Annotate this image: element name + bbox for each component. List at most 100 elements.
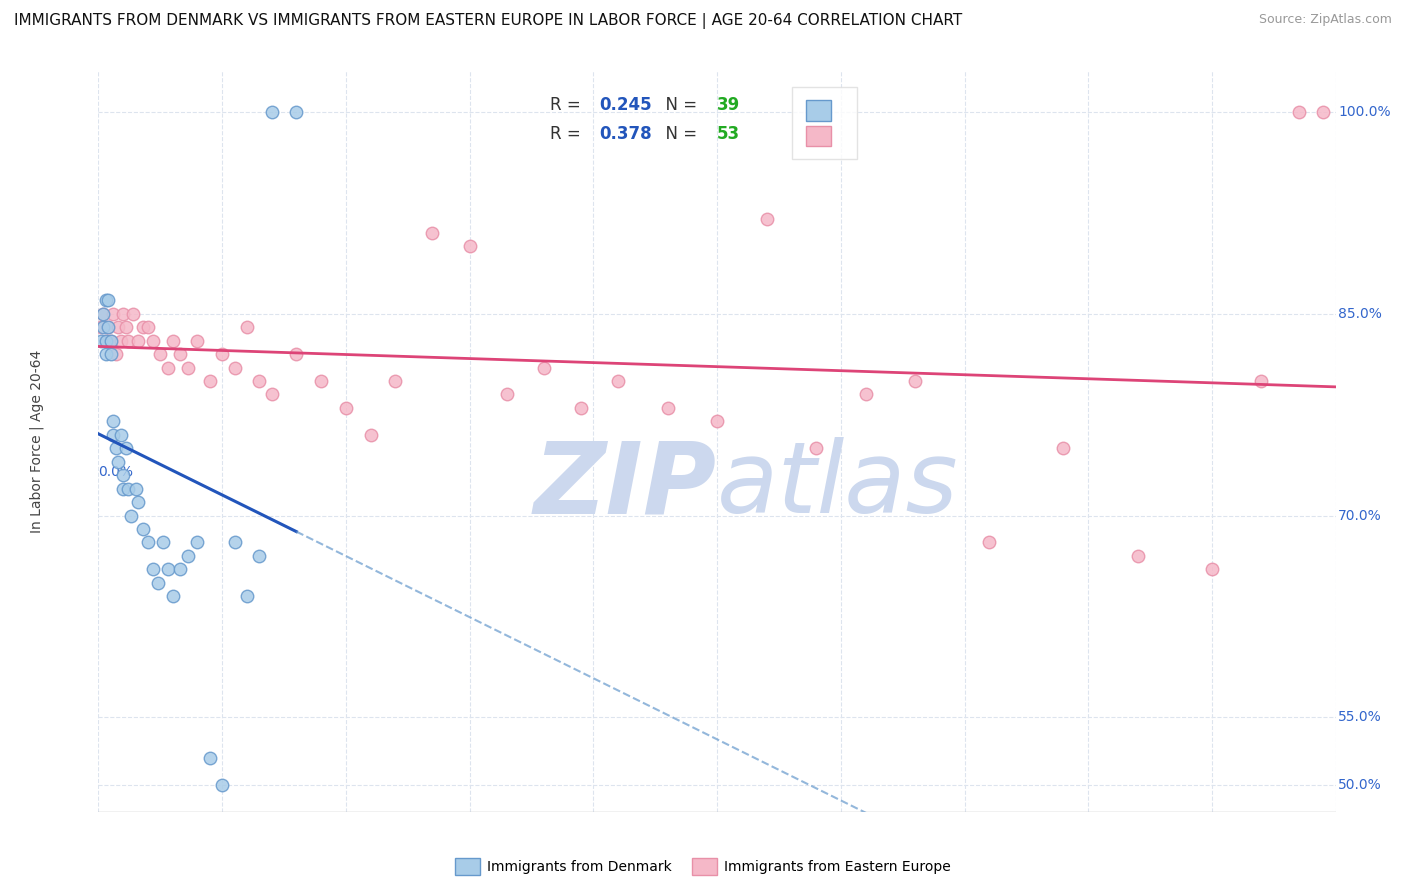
Point [114, 442, 136, 456]
Point [169, 347, 191, 361]
Point [132, 320, 155, 334]
Point [152, 535, 174, 549]
Point [607, 374, 630, 388]
Point [94, 334, 117, 348]
Text: 50.0%: 50.0% [1339, 778, 1382, 792]
Point [100, 347, 122, 361]
Point [104, 347, 127, 361]
Point [103, 307, 125, 321]
Point [236, 320, 259, 334]
Point [422, 226, 444, 240]
Point [211, 347, 233, 361]
Point [1312, 104, 1334, 119]
Point [260, 387, 283, 401]
Point [104, 442, 127, 456]
Point [107, 320, 129, 334]
Point [569, 401, 592, 415]
Point [1052, 442, 1074, 456]
Text: atlas: atlas [717, 437, 959, 534]
Point [103, 427, 125, 442]
Text: 100.0%: 100.0% [1339, 104, 1391, 119]
Point [804, 442, 827, 456]
Point [132, 522, 155, 536]
Point [112, 468, 135, 483]
Text: 70.0%: 70.0% [1339, 508, 1382, 523]
Text: R =: R = [550, 125, 586, 144]
Text: ZIP: ZIP [534, 437, 717, 534]
Point [112, 307, 135, 321]
Point [285, 104, 308, 119]
Text: IMMIGRANTS FROM DENMARK VS IMMIGRANTS FROM EASTERN EUROPE IN LABOR FORCE | AGE 2: IMMIGRANTS FROM DENMARK VS IMMIGRANTS FR… [14, 13, 962, 29]
Text: 53: 53 [717, 125, 740, 144]
Point [198, 374, 221, 388]
Point [94, 293, 117, 308]
Point [149, 347, 172, 361]
Point [706, 414, 728, 428]
Point [97, 320, 120, 334]
Point [110, 334, 132, 348]
Point [136, 320, 159, 334]
Point [93, 307, 115, 321]
Point [335, 401, 357, 415]
Point [169, 562, 191, 576]
Point [260, 104, 283, 119]
Point [94, 347, 117, 361]
Point [162, 590, 184, 604]
Text: 0.378: 0.378 [599, 125, 652, 144]
Point [127, 495, 149, 509]
Point [360, 427, 382, 442]
Point [90, 320, 112, 334]
Text: 85.0%: 85.0% [1339, 307, 1382, 320]
Point [224, 535, 246, 549]
Legend: Immigrants from Denmark, Immigrants from Eastern Europe: Immigrants from Denmark, Immigrants from… [450, 853, 956, 880]
Point [533, 360, 555, 375]
Point [136, 535, 159, 549]
Point [94, 334, 117, 348]
Point [112, 482, 135, 496]
Point [93, 320, 115, 334]
Point [236, 590, 259, 604]
Text: N =: N = [655, 125, 703, 144]
Text: 39: 39 [717, 95, 741, 113]
Point [176, 549, 198, 563]
Point [247, 549, 270, 563]
Legend: , : , [792, 87, 858, 160]
Point [1201, 562, 1223, 576]
Point [162, 334, 184, 348]
Point [117, 334, 139, 348]
Point [90, 334, 112, 348]
Point [979, 535, 1001, 549]
Point [855, 387, 877, 401]
Point [146, 575, 169, 590]
Point [97, 320, 120, 334]
Text: 0.0%: 0.0% [98, 466, 134, 479]
Point [127, 334, 149, 348]
Point [100, 334, 122, 348]
Point [309, 374, 332, 388]
Point [285, 347, 308, 361]
Text: In Labor Force | Age 20-64: In Labor Force | Age 20-64 [30, 350, 44, 533]
Point [117, 482, 139, 496]
Point [122, 307, 145, 321]
Point [1250, 374, 1272, 388]
Text: Source: ZipAtlas.com: Source: ZipAtlas.com [1258, 13, 1392, 27]
Point [657, 401, 679, 415]
Point [107, 455, 129, 469]
Point [224, 360, 246, 375]
Point [110, 427, 132, 442]
Point [384, 374, 406, 388]
Text: 55.0%: 55.0% [1339, 711, 1382, 724]
Text: R =: R = [550, 95, 586, 113]
Point [1126, 549, 1149, 563]
Point [458, 239, 481, 253]
Point [142, 562, 165, 576]
Point [198, 751, 221, 765]
Point [124, 482, 146, 496]
Point [186, 535, 208, 549]
Point [211, 778, 233, 792]
Point [904, 374, 927, 388]
Point [247, 374, 270, 388]
Point [1288, 104, 1310, 119]
Point [97, 293, 120, 308]
Point [142, 334, 165, 348]
